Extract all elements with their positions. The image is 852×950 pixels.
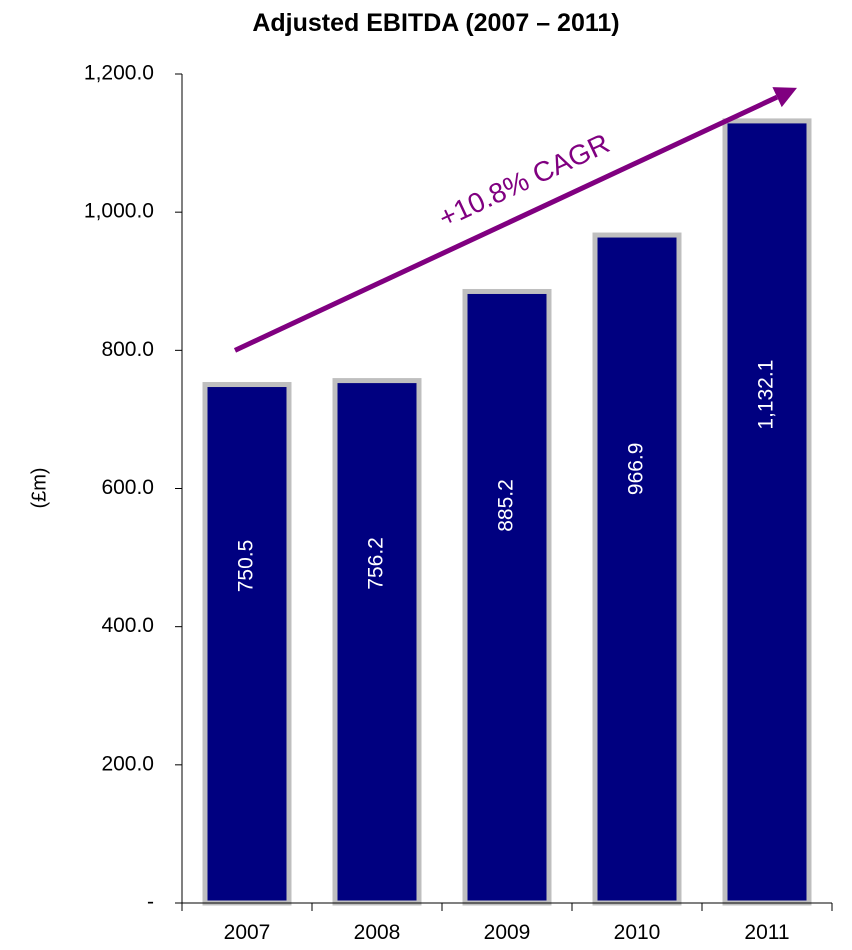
bar-2008 — [332, 378, 422, 906]
bars-group: 750.5 756.2 885.2 966.9 1,132.1 — [202, 118, 812, 906]
y-tick-label: 1,000.0 — [84, 200, 154, 223]
data-label-2010: 966.9 — [625, 443, 648, 496]
cagr-arrow-head — [772, 87, 797, 108]
data-label-2009: 885.2 — [495, 479, 518, 532]
x-tick-label: 2007 — [224, 921, 271, 944]
bar-2010 — [592, 232, 682, 906]
x-tick-label: 2009 — [484, 921, 531, 944]
x-tick-label: 2008 — [354, 921, 401, 944]
bar-2009 — [462, 288, 552, 906]
bar-2011 — [722, 118, 812, 906]
axes-group: - 200.0 400.0 600.0 800.0 1,000.0 1,200.0 2007 2… — [84, 62, 833, 944]
y-tick-label: 600.0 — [101, 476, 154, 499]
x-tick-label: 2011 — [744, 921, 789, 944]
y-tick-label: 400.0 — [101, 614, 154, 637]
y-tick-label: 800.0 — [101, 338, 154, 361]
data-label-2011: 1,132.1 — [755, 360, 778, 430]
y-tick-label: - — [147, 891, 154, 914]
bar-2007 — [202, 382, 292, 906]
y-axis-label: (£m) — [28, 467, 50, 508]
y-tick-label: 200.0 — [101, 752, 154, 775]
data-label-2008: 756.2 — [365, 537, 388, 590]
cagr-arrow-line — [233, 94, 779, 353]
data-label-2007: 750.5 — [235, 540, 258, 593]
chart-title: Adjusted EBITDA (2007 – 2011) — [252, 9, 619, 37]
x-tick-label: 2010 — [614, 921, 661, 944]
y-tick-label: 1,200.0 — [84, 62, 154, 85]
